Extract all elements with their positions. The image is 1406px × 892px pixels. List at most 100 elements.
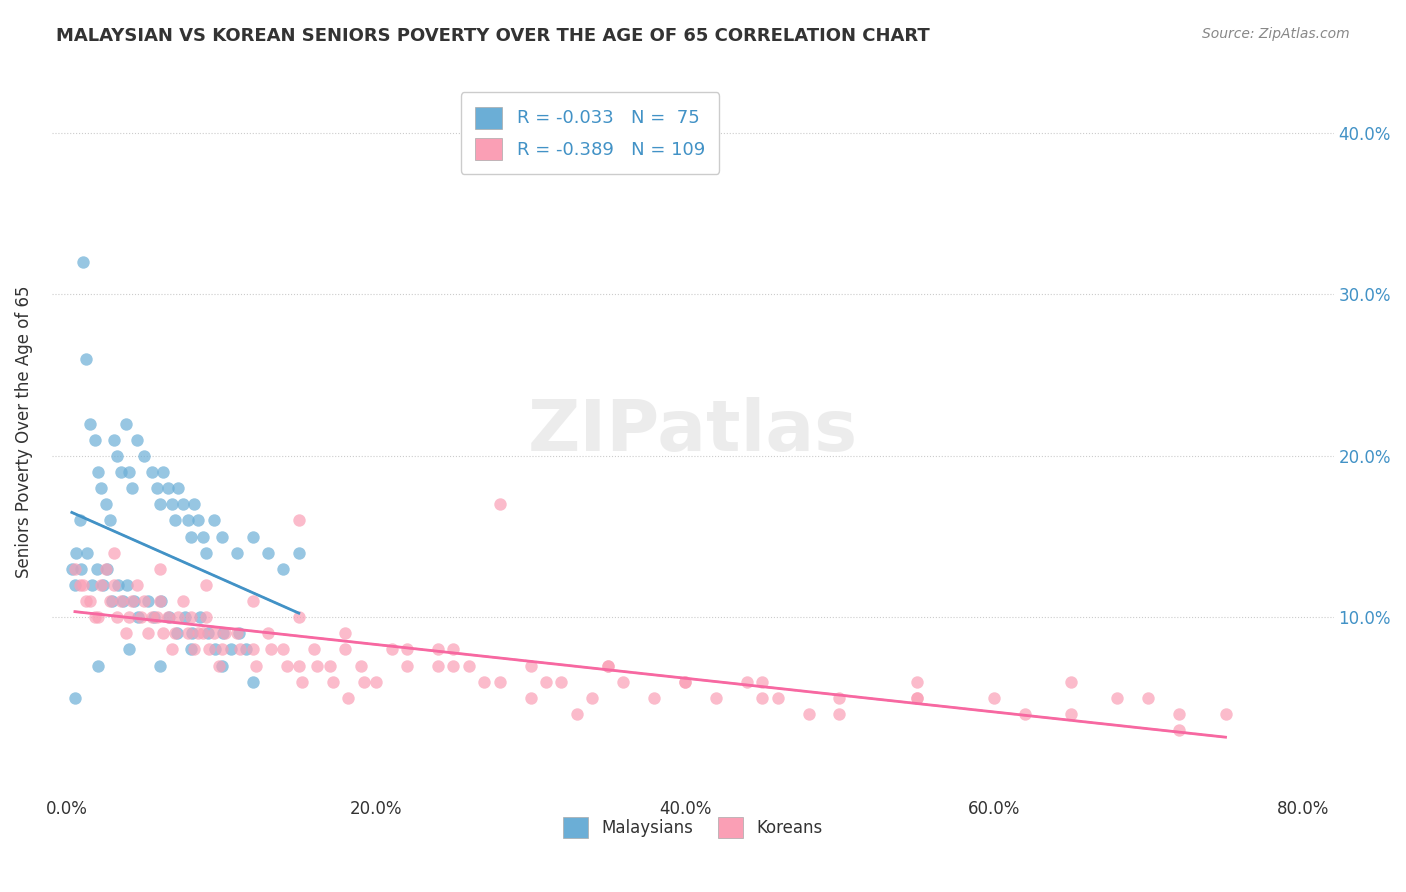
- Point: [72, 578, 94, 592]
- Point: [534, 674, 557, 689]
- Point: [121, 594, 143, 608]
- Point: [141, 465, 163, 479]
- Point: [115, 626, 138, 640]
- Point: [94, 497, 117, 511]
- Point: [905, 690, 928, 705]
- Point: [118, 465, 141, 479]
- Point: [75, 351, 97, 366]
- Point: [242, 674, 264, 689]
- Point: [353, 674, 375, 689]
- Point: [519, 690, 541, 705]
- Point: [156, 481, 179, 495]
- Point: [242, 642, 264, 657]
- Point: [76, 546, 98, 560]
- Point: [219, 642, 242, 657]
- Point: [905, 690, 928, 705]
- Point: [157, 610, 180, 624]
- Point: [136, 594, 159, 608]
- Point: [100, 513, 122, 527]
- Point: [110, 465, 132, 479]
- Legend: Malaysians, Koreans: Malaysians, Koreans: [557, 811, 830, 845]
- Point: [673, 674, 696, 689]
- Point: [426, 658, 449, 673]
- Point: [149, 497, 172, 511]
- Point: [273, 642, 295, 657]
- Point: [165, 626, 187, 640]
- Point: [105, 449, 128, 463]
- Point: [441, 658, 464, 673]
- Point: [180, 529, 202, 543]
- Point: [65, 546, 87, 560]
- Point: [226, 546, 249, 560]
- Point: [173, 610, 195, 624]
- Point: [735, 674, 758, 689]
- Point: [242, 594, 264, 608]
- Point: [165, 513, 187, 527]
- Point: [257, 626, 280, 640]
- Point: [96, 562, 118, 576]
- Point: [242, 529, 264, 543]
- Point: [581, 690, 603, 705]
- Text: ZIPatlas: ZIPatlas: [527, 397, 858, 467]
- Point: [226, 626, 249, 640]
- Point: [565, 706, 588, 721]
- Point: [214, 626, 236, 640]
- Point: [260, 642, 283, 657]
- Point: [69, 513, 91, 527]
- Point: [105, 610, 128, 624]
- Point: [751, 674, 773, 689]
- Point: [304, 642, 326, 657]
- Point: [122, 594, 145, 608]
- Point: [87, 658, 110, 673]
- Point: [235, 642, 257, 657]
- Point: [211, 529, 233, 543]
- Point: [195, 546, 218, 560]
- Point: [160, 497, 183, 511]
- Point: [117, 578, 139, 592]
- Point: [152, 465, 174, 479]
- Point: [172, 594, 194, 608]
- Point: [86, 562, 108, 576]
- Point: [107, 578, 129, 592]
- Point: [110, 594, 132, 608]
- Point: [596, 658, 619, 673]
- Point: [229, 642, 252, 657]
- Point: [187, 513, 209, 527]
- Point: [288, 513, 311, 527]
- Point: [134, 449, 156, 463]
- Point: [166, 626, 188, 640]
- Point: [288, 658, 311, 673]
- Point: [335, 642, 357, 657]
- Point: [172, 497, 194, 511]
- Point: [202, 513, 225, 527]
- Point: [426, 642, 449, 657]
- Point: [127, 610, 149, 624]
- Point: [183, 642, 205, 657]
- Point: [183, 497, 205, 511]
- Y-axis label: Seniors Poverty Over the Age of 65: Seniors Poverty Over the Age of 65: [15, 285, 32, 578]
- Text: Source: ZipAtlas.com: Source: ZipAtlas.com: [1202, 27, 1350, 41]
- Point: [75, 594, 97, 608]
- Point: [79, 417, 101, 431]
- Point: [643, 690, 665, 705]
- Point: [152, 626, 174, 640]
- Point: [395, 658, 418, 673]
- Point: [181, 626, 204, 640]
- Point: [103, 433, 125, 447]
- Point: [167, 481, 190, 495]
- Point: [1168, 706, 1191, 721]
- Point: [766, 690, 789, 705]
- Point: [195, 610, 218, 624]
- Point: [142, 610, 165, 624]
- Point: [121, 481, 143, 495]
- Point: [905, 674, 928, 689]
- Point: [307, 658, 329, 673]
- Point: [176, 513, 198, 527]
- Point: [488, 674, 510, 689]
- Point: [197, 626, 219, 640]
- Point: [63, 578, 86, 592]
- Point: [176, 626, 198, 640]
- Point: [273, 562, 295, 576]
- Point: [180, 642, 202, 657]
- Point: [188, 610, 211, 624]
